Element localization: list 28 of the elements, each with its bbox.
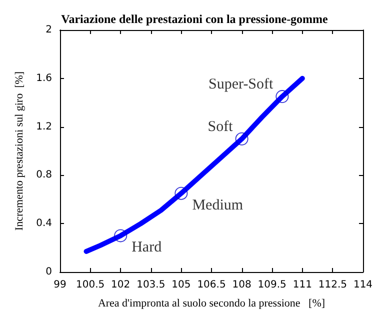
y-tick-label: 0 bbox=[46, 266, 52, 278]
chart-title: Variazione delle prestazioni con la pressione-gomme bbox=[61, 12, 329, 26]
x-tick-label: 105 bbox=[172, 280, 191, 290]
x-tick-label: 112.5 bbox=[318, 280, 348, 290]
y-tick-label: 0.8 bbox=[36, 170, 52, 181]
annotation: Medium bbox=[192, 197, 244, 214]
x-tick-label: 109.5 bbox=[258, 280, 286, 290]
annotation: Hard bbox=[132, 240, 162, 256]
x-tick-label: 111 bbox=[292, 280, 312, 290]
x-tick-label: 99 bbox=[54, 280, 66, 290]
x-tick-label: 106.5 bbox=[197, 280, 226, 290]
point bbox=[235, 132, 248, 146]
annotation: Super-Soft bbox=[208, 76, 274, 93]
annotation: Soft bbox=[208, 118, 234, 135]
y-tick-label: 2 bbox=[46, 24, 52, 36]
point bbox=[174, 186, 188, 200]
x-tick-label: 114 bbox=[353, 280, 373, 290]
point bbox=[114, 229, 128, 242]
x-axis-title: Area d'impronta al suolo secondo la pressione [%] bbox=[98, 298, 326, 310]
y-tick-label: 1.2 bbox=[36, 121, 52, 132]
x-tick-label: 102 bbox=[111, 280, 130, 290]
x-tick-label: 103.5 bbox=[136, 280, 166, 290]
y-axis-title: Incremento prestazioni sul giro [%] bbox=[14, 71, 26, 231]
point bbox=[276, 90, 289, 104]
x-tick-label: 108 bbox=[232, 280, 252, 290]
x-tick-label: 100.5 bbox=[76, 280, 105, 290]
y-tick-label: 0.4 bbox=[36, 218, 52, 230]
y-tick-label: 1.6 bbox=[36, 72, 52, 84]
